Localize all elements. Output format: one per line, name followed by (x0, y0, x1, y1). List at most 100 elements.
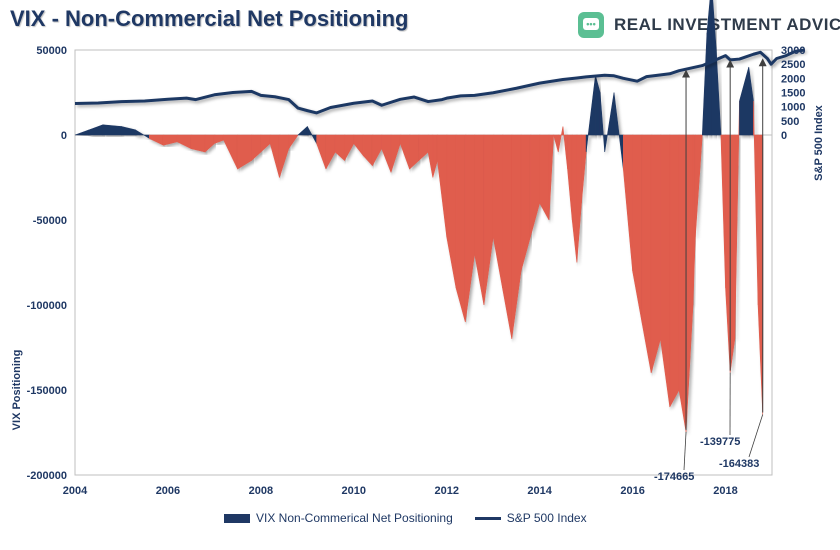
vix-bar-segment (88, 124, 104, 136)
brand-name: REAL INVESTMENT ADVICE (614, 15, 840, 34)
vix-bar-segment (297, 125, 308, 136)
vix-bar-segment (437, 134, 448, 238)
legend-swatch-bar (224, 513, 250, 523)
left-axis-tick: -100000 (27, 300, 67, 312)
x-axis-tick: 2008 (249, 485, 273, 497)
x-axis-tick: 2016 (620, 485, 644, 497)
x-axis-tick: 2010 (342, 485, 366, 497)
callout-label: -139775 (700, 436, 740, 448)
vix-bar-segment (483, 134, 494, 306)
right-axis-tick: 2500 (781, 59, 805, 71)
vix-bar-segment (678, 134, 687, 432)
x-axis-tick: 2012 (434, 485, 458, 497)
sp500-series (74, 48, 805, 115)
right-axis-tick: 3000 (781, 45, 805, 57)
vix-bar-segment (260, 134, 271, 153)
vix-bar-segment (176, 134, 192, 150)
vix-bar-segment (548, 134, 554, 221)
vix-bar-segment (190, 134, 206, 153)
vix-bar-segment (334, 134, 345, 162)
vix-bar-segment (121, 126, 136, 136)
chart-title: VIX - Non-Commercial Net Positioning (10, 6, 409, 31)
legend-label-vix: VIX Non-Commerical Net Positioning (256, 511, 453, 525)
legend-item-sp500: S&P 500 Index (474, 511, 587, 525)
right-axis-tick: 1000 (781, 102, 805, 114)
left-axis-tick: 50000 (36, 45, 67, 57)
vix-bar-segment (553, 134, 559, 153)
callout-label: -164383 (719, 458, 759, 470)
vix-bar-segment (711, 0, 717, 136)
vix-bar-segment (669, 134, 680, 408)
vix-bar-segment (739, 66, 750, 136)
vix-bar-segment (685, 134, 694, 432)
vix-bar-segment (641, 134, 652, 374)
vix-bar-segment (623, 134, 633, 272)
vix-bar-segment (344, 134, 355, 161)
vix-bar-segment (557, 126, 564, 153)
vix-bar-segment (539, 134, 550, 221)
callout-label: -174665 (654, 471, 694, 483)
vix-bar-segment (753, 100, 759, 306)
vix-bar-segment (613, 92, 624, 170)
vix-bar-segment (446, 134, 457, 289)
vix-bar-segment (325, 134, 336, 170)
vix-bar-segment (632, 134, 643, 323)
vix-bar-segment (316, 134, 327, 170)
left-axis-tick: -150000 (27, 385, 67, 397)
vix-bar-segment (692, 134, 696, 306)
right-axis-title: S&P 500 Index (813, 104, 825, 180)
vix-bar-segment (492, 134, 503, 289)
vix-positioning-series (74, 0, 764, 432)
axis-labels: -174665 -139775 -164383 -200000 -150000 -1000… (11, 45, 825, 497)
callout-leader (748, 414, 764, 458)
vix-bar-segment (399, 134, 410, 170)
vix-bar-segment (372, 134, 382, 166)
vix-bar-segment (288, 134, 299, 150)
brand-logo-icon: ••• (578, 12, 604, 38)
plot-frame (74, 49, 773, 476)
right-axis-tick: 0 (781, 130, 787, 142)
vix-bar-segment (353, 134, 364, 157)
vix-bar-segment (149, 134, 164, 146)
vix-bar-segment (418, 134, 429, 162)
vix-bar-segment (427, 134, 434, 178)
vix-bar-segment (660, 134, 671, 408)
vix-bar-segment (650, 134, 661, 374)
annotation-arrows (682, 58, 767, 471)
vix-bar-segment (102, 124, 122, 136)
sp500-line (74, 48, 805, 115)
vix-bar-segment (409, 134, 420, 170)
vix-bar-segment (720, 134, 726, 289)
legend-swatch-line (474, 516, 501, 520)
right-axis-tick: 500 (781, 116, 799, 128)
vix-bar-segment (455, 134, 466, 323)
vix-bar-segment (251, 134, 262, 162)
x-axis-tick: 2004 (63, 485, 88, 497)
vix-bar-segment (729, 134, 736, 373)
vix-bar-segment (748, 66, 754, 136)
vix-bar-segment (381, 134, 392, 173)
vix-bar-segment (307, 126, 317, 144)
vix-bar-segment (585, 75, 596, 153)
vix-bar-segment (502, 134, 513, 340)
vix-bar-segment (581, 134, 587, 204)
vix-bar-segment (734, 100, 740, 340)
vix-bar-segment (162, 134, 178, 146)
vix-bar-segment (715, 49, 722, 136)
vix-bar-segment (269, 134, 280, 178)
vix-bar-segment (725, 134, 731, 373)
vix-bar-segment (567, 134, 573, 221)
left-axis-title: VIX Positioning (11, 350, 23, 431)
vix-bar-segment (390, 134, 401, 173)
vix-bar-segment (757, 134, 764, 415)
vix-bar-segment (135, 129, 150, 139)
x-axis-tick: 2018 (713, 485, 737, 497)
vix-bar-segment (595, 75, 601, 136)
left-axis-tick: -50000 (33, 215, 67, 227)
brand-block: ••• REAL INVESTMENT ADVICE (578, 12, 840, 38)
right-axis-tick: 2000 (781, 73, 805, 85)
vix-bar-segment (362, 134, 373, 167)
vix-bar-segment (474, 134, 485, 306)
vix-bar-segment (530, 134, 540, 238)
